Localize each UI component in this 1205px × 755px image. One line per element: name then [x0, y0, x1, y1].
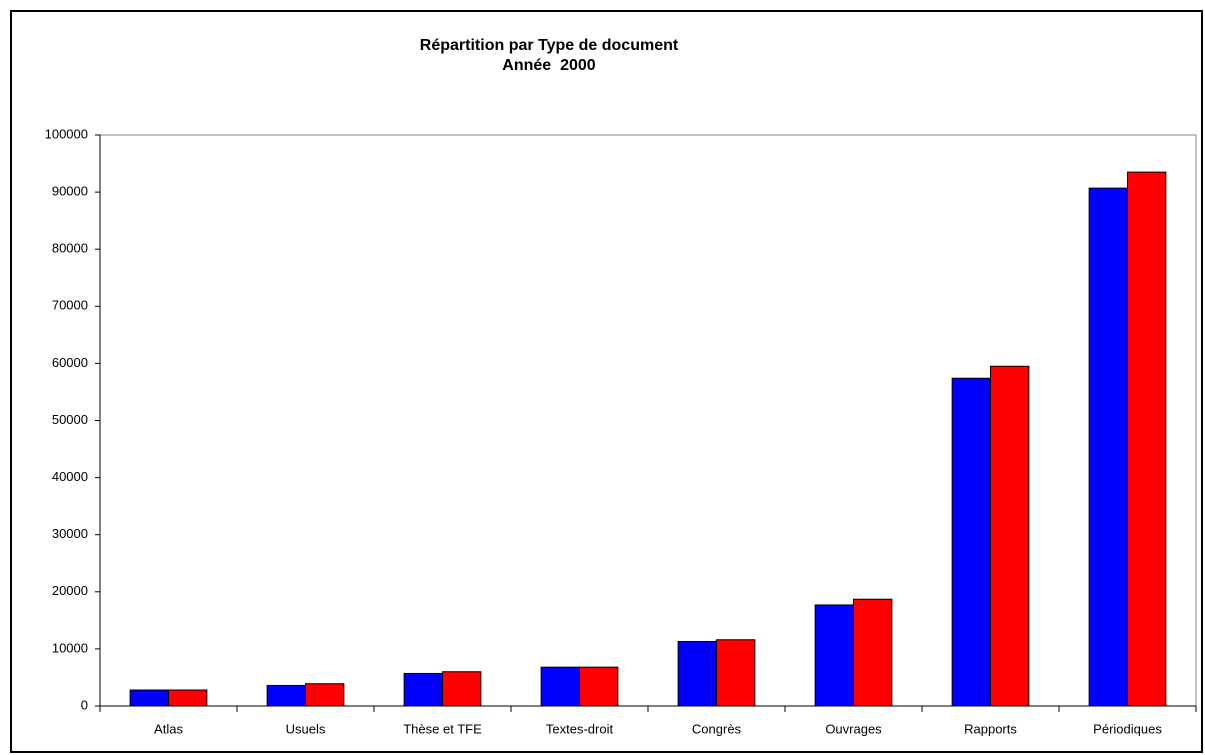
bar — [305, 683, 345, 707]
x-tick-label: Thèse et TFE — [403, 721, 482, 736]
x-tick-label: Ouvrages — [825, 721, 882, 736]
chart-subtitle: Année 2000 — [502, 57, 595, 74]
bar — [266, 684, 307, 707]
bar — [951, 377, 992, 707]
y-tick-label: 20000 — [52, 583, 88, 598]
y-tick-label: 10000 — [52, 640, 88, 655]
x-tick-label: Atlas — [154, 721, 183, 736]
bar — [814, 604, 855, 707]
x-tick-label: Rapports — [964, 721, 1017, 736]
y-tick-label: 60000 — [52, 355, 88, 370]
bar — [990, 365, 1030, 707]
bar — [442, 671, 482, 707]
bar — [540, 666, 581, 707]
bar — [716, 639, 756, 707]
x-tick-label: Congrès — [692, 721, 742, 736]
x-tick-label: Périodiques — [1093, 721, 1162, 736]
bar — [853, 598, 893, 707]
bar — [677, 640, 718, 707]
bar — [1127, 171, 1167, 707]
bar — [1088, 187, 1129, 707]
bar — [168, 689, 208, 707]
y-tick-label: 100000 — [45, 126, 88, 141]
plot-border — [100, 134, 1197, 706]
chart-title: Répartition par Type de document — [420, 37, 679, 54]
x-tick-label: Textes-droit — [546, 721, 614, 736]
x-tick-label: Usuels — [286, 721, 326, 736]
y-tick-label: 70000 — [52, 298, 88, 313]
y-tick-label: 0 — [81, 697, 88, 712]
y-tick-label: 50000 — [52, 412, 88, 427]
bar — [129, 689, 169, 707]
y-tick-label: 90000 — [52, 184, 88, 199]
bar — [403, 672, 444, 707]
bar — [579, 666, 619, 707]
y-tick-label: 30000 — [52, 526, 88, 541]
y-tick-label: 40000 — [52, 469, 88, 484]
y-tick-label: 80000 — [52, 241, 88, 256]
